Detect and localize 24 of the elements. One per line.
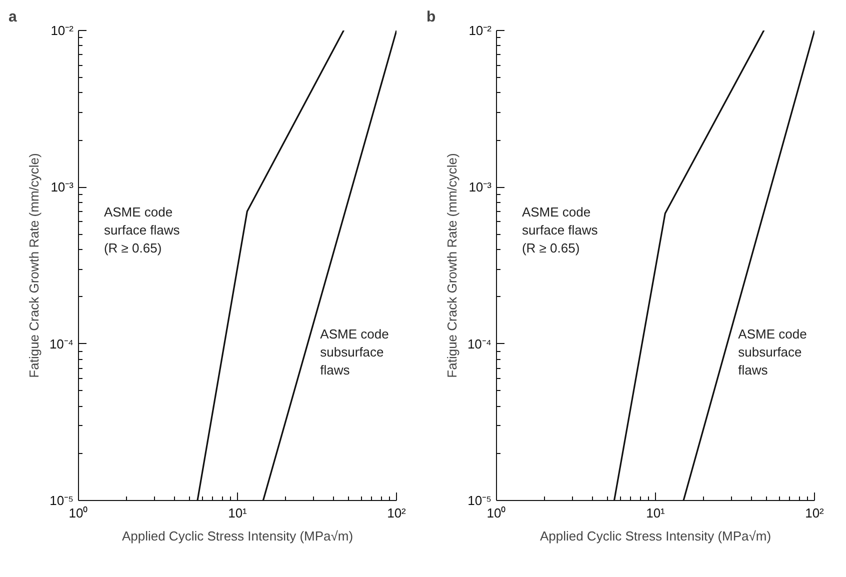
x-tick-label: 10⁰: [68, 506, 88, 520]
y-tick-label: 10⁻⁵: [50, 493, 74, 508]
y-tick-label: 10⁻⁴: [49, 336, 74, 352]
y-tick-label: 10⁻⁴: [467, 336, 492, 352]
y-axis-title: Fatigue Crack Growth Rate (mm/cycle): [26, 153, 42, 378]
chart-title: a: [8, 8, 18, 26]
x-tick-label: 10²: [805, 506, 825, 520]
y-tick-label: 10⁻³: [468, 180, 492, 195]
x-tick-label: 10⁰: [486, 506, 506, 520]
x-axis-title: Applied Cyclic Stress Intensity (MPa√m): [122, 528, 354, 544]
y-tick-label: 10⁻⁵: [468, 493, 492, 508]
annotation: ASME code surface flaws (R ≥ 0.65): [522, 204, 598, 256]
y-tick-label: 10⁻³: [50, 180, 74, 195]
annotation: ASME code subsurface flaws: [320, 326, 389, 378]
y-axis-title: Fatigue Crack Growth Rate (mm/cycle): [444, 153, 460, 378]
x-tick-label: 10¹: [646, 506, 666, 520]
annotation: ASME code subsurface flaws: [738, 326, 807, 378]
x-axis-title: Applied Cyclic Stress Intensity (MPa√m): [540, 528, 772, 544]
y-tick-label: 10⁻²: [50, 23, 74, 38]
y-tick-label: 10⁻²: [468, 23, 492, 38]
chart-title: b: [426, 8, 436, 26]
annotation: ASME code surface flaws (R ≥ 0.65): [104, 204, 180, 256]
x-tick-label: 10¹: [228, 506, 248, 520]
x-tick-label: 10²: [387, 506, 407, 520]
